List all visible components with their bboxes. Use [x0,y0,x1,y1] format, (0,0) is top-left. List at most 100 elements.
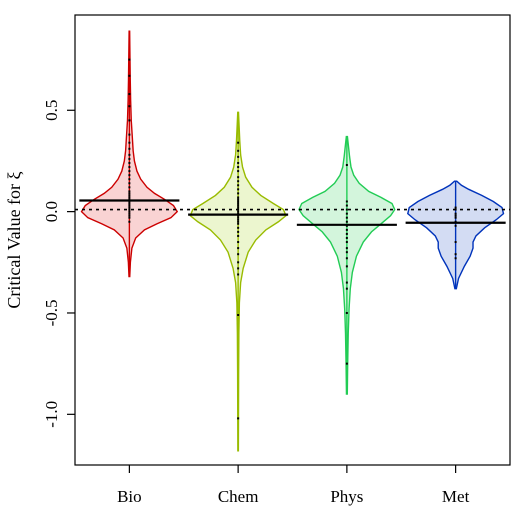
data-point [237,184,240,187]
data-point [345,247,348,250]
data-point [237,253,240,256]
data-point [345,216,348,219]
data-point [345,212,348,215]
data-point [128,182,131,185]
data-point [345,311,348,314]
data-point [237,161,240,164]
data-point [345,257,348,260]
data-point [237,273,240,276]
data-point [128,216,131,219]
data-point [128,206,131,209]
data-point [128,147,131,150]
data-point [237,241,240,244]
data-point [237,155,240,158]
data-point [237,267,240,270]
data-point [237,176,240,179]
data-point [454,206,457,209]
data-point [237,214,240,217]
data-point [128,214,131,217]
data-point [128,178,131,181]
data-point [128,210,131,213]
data-point [128,202,131,205]
data-point [128,194,131,197]
data-point [128,170,131,173]
data-point [237,204,240,207]
data-point [345,236,348,239]
data-point [237,198,240,201]
data-point [345,287,348,290]
data-point [128,161,131,164]
data-point [237,170,240,173]
data-point [237,226,240,229]
data-point [128,192,131,195]
data-point [128,174,131,177]
data-point [128,141,131,144]
y-tick-label: 0.5 [42,100,61,121]
data-point [454,253,457,256]
data-point [345,241,348,244]
data-point [345,204,348,207]
data-point [237,212,240,215]
data-point [345,220,348,223]
data-point [237,220,240,223]
data-point [128,190,131,193]
data-point [237,200,240,203]
data-point [128,74,131,77]
median-group [79,199,506,226]
data-point [128,153,131,156]
data-point [128,93,131,96]
data-point [237,149,240,152]
plot-frame [74,14,511,466]
data-point [128,58,131,61]
data-point [345,281,348,284]
data-point [237,218,240,221]
data-point [237,192,240,195]
y-axis-label: Critical Value for ξ [4,171,24,308]
data-point [128,157,131,160]
data-point [345,164,348,166]
points-group [128,58,457,420]
x-tick-label: Met [442,487,470,506]
data-point [345,224,348,227]
data-point [345,228,348,231]
data-point [128,186,131,189]
data-point [128,212,131,215]
data-point [454,224,457,227]
data-point [345,232,348,235]
data-point [237,216,240,219]
y-tick-label: 0.0 [42,201,61,222]
x-tick-label: Phys [330,487,363,506]
data-point [454,212,457,215]
data-point [237,180,240,183]
data-point [237,314,240,316]
data-point [128,119,131,122]
data-point [345,251,348,254]
data-point [454,257,457,260]
data-point [345,200,348,203]
data-point [237,234,240,237]
data-point [128,105,131,108]
data-point [237,188,240,191]
data-point [345,265,348,268]
y-axis: 0.5 0.0 -0.5 -1.0 [42,100,75,428]
data-point [237,261,240,264]
data-point [128,220,131,223]
x-axis: Bio Chem Phys Met [117,465,470,506]
data-point [237,230,240,233]
x-tick-label: Bio [117,487,142,506]
data-point [128,196,131,199]
data-point [128,166,131,169]
data-point [237,247,240,250]
data-point [454,220,457,223]
data-point [128,208,131,211]
x-tick-label: Chem [218,487,259,506]
data-point [454,216,457,219]
data-point [345,208,348,211]
data-point [454,241,457,244]
data-point [237,208,240,211]
data-point [237,222,240,225]
data-point [237,417,240,420]
data-point [237,141,240,144]
data-point [128,200,131,203]
y-tick-label: -0.5 [42,300,61,327]
